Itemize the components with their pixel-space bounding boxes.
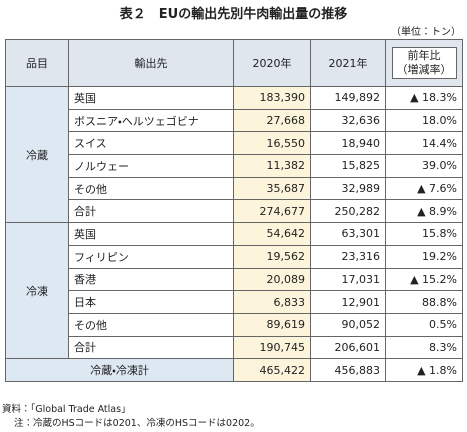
table: 品目 輸出先 2020年 2021年 前年比 （増減率） 冷蔵 英国 183,390 149,89… (5, 39, 463, 382)
value-cell: 274,677 (233, 199, 311, 224)
value-cell: 250,282 (310, 199, 386, 224)
notes: 資料：「Global Trade Atlas」 注：冷蔵のHSコードは0201、… (2, 403, 260, 431)
value-cell: 32,989 (310, 176, 386, 201)
header-text: （増減率） (396, 63, 452, 76)
header-cell: 輸出先 (68, 39, 234, 87)
destination-cell: その他 (68, 176, 234, 201)
destination-cell: その他 (68, 312, 234, 337)
value-cell: 32,636 (310, 108, 386, 133)
value-cell: ▲ 15.2% (385, 267, 463, 292)
value-cell: 11,382 (233, 154, 311, 178)
destination-cell: 合計 (68, 199, 234, 224)
value-cell: 190,745 (233, 335, 311, 360)
title: 表２ EUの輸出先別牛肉輸出量の推移 (119, 7, 348, 22)
value-cell: 206,601 (310, 335, 386, 360)
value-cell: 63,301 (310, 222, 386, 246)
destination-cell: 香港 (68, 267, 234, 292)
header-cell: 2020年 (233, 39, 311, 87)
header-text: 前年比 (407, 49, 441, 62)
destination-cell: ノルウェー (68, 154, 234, 178)
value-cell: 14.4% (385, 131, 463, 156)
destination-cell: 合計 (68, 335, 234, 360)
value-cell: 149,892 (310, 86, 386, 110)
destination-cell: スイス (68, 131, 234, 156)
value-cell: 90,052 (310, 312, 386, 337)
value-cell: 18.0% (385, 108, 463, 133)
value-cell: ▲ 7.6% (385, 176, 463, 201)
value-cell: 89,619 (233, 312, 311, 337)
data-row: 冷蔵 英国 183,390 149,892 ▲ 18.3% (5, 85, 463, 224)
data-row: フィリピン 19,562 23,316 19.2% (6, 244, 463, 269)
value-cell: 0.5% (385, 312, 463, 337)
value-cell: 18,940 (310, 131, 386, 156)
value-cell: 6,833 (233, 290, 311, 314)
value-cell: 456,883 (310, 358, 386, 382)
destination-cell: 英国 (68, 86, 234, 110)
value-cell: 15.8% (385, 222, 463, 246)
value-cell: 20,089 (233, 267, 311, 292)
value-cell: 15,825 (310, 154, 386, 178)
total-row: 冷蔵・冷凍計 465,422 456,883 ▲ 1.8% (5, 358, 463, 382)
value-cell: 35,687 (233, 176, 311, 201)
data-row: 合計 274,677 250,282 ▲ 8.9% (6, 199, 463, 224)
data-row: ボスニア・ヘルツェゴビナ 27,668 32,636 18.0% (6, 108, 463, 133)
value-cell: ▲ 18.3% (385, 86, 463, 110)
data-row: その他 35,687 32,989 ▲ 7.6% (6, 176, 463, 201)
category-cell: 冷凍 (5, 222, 69, 360)
unit: （単位：トン） (391, 27, 461, 38)
destination-cell: ボスニア・ヘルツェゴビナ (68, 108, 234, 133)
value-cell: 16,550 (233, 131, 311, 156)
data-row: その他 89,619 90,052 0.5% (6, 312, 463, 337)
value-cell: ▲ 1.8% (385, 358, 463, 382)
value-cell: 27,668 (233, 108, 311, 133)
value-cell: 39.0% (385, 154, 463, 178)
data-row: スイス 16,550 18,940 14.4% (6, 131, 463, 156)
value-cell: 8.3% (385, 335, 463, 360)
note: 注：冷蔵のHSコードは0201、冷凍のHSコードは0202。 (14, 418, 260, 429)
header-cell: 前年比 （増減率） (385, 39, 463, 87)
value-cell: 183,390 (233, 86, 311, 110)
destination-cell: フィリピン (68, 244, 234, 269)
value-cell: 465,422 (233, 358, 311, 382)
header-cell: 品目 (5, 39, 69, 87)
data-row: 日本 6,833 12,901 88.8% (6, 290, 463, 314)
header-row: 品目 輸出先 2020年 2021年 前年比 （増減率） (5, 39, 463, 87)
value-cell: 23,316 (310, 244, 386, 269)
data-row: ノルウェー 11,382 15,825 39.0% (6, 154, 463, 178)
destination-cell: 日本 (68, 290, 234, 314)
value-cell: 19,562 (233, 244, 311, 269)
note: 資料：「Global Trade Atlas」 (2, 404, 131, 415)
data-row: 冷凍 英国 54,642 63,301 15.8% (5, 222, 463, 360)
data-row: 合計 190,745 206,601 8.3% (6, 335, 463, 360)
value-cell: ▲ 8.9% (385, 199, 463, 224)
value-cell: 19.2% (385, 244, 463, 269)
value-cell: 12,901 (310, 290, 386, 314)
destination-cell: 英国 (68, 222, 234, 246)
category-cell: 冷蔵 (5, 85, 69, 224)
value-cell: 17,031 (310, 267, 386, 292)
header-box: 前年比 （増減率） (391, 47, 457, 79)
value-cell: 54,642 (233, 222, 311, 246)
header-cell: 2021年 (310, 39, 386, 87)
value-cell: 88.8% (385, 290, 463, 314)
total-label: 冷蔵・冷凍計 (5, 358, 234, 382)
data-row: 香港 20,089 17,031 ▲ 15.2% (6, 267, 463, 292)
